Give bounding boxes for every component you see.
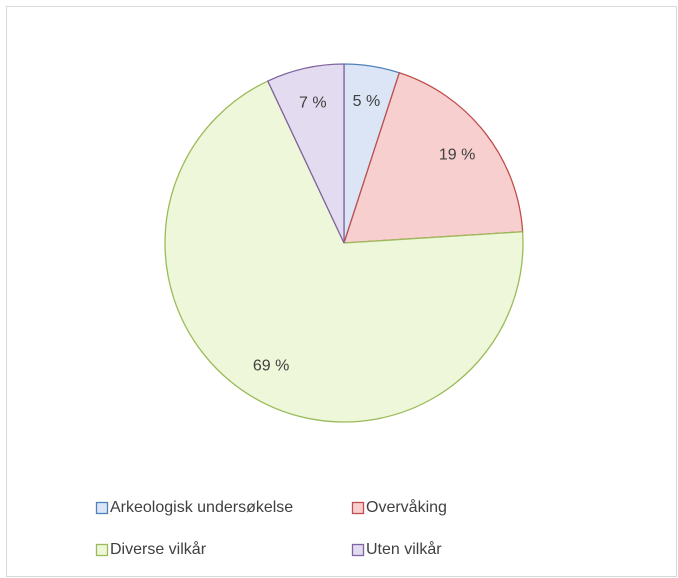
legend-swatch — [95, 543, 109, 557]
pie-slice — [164, 80, 524, 423]
data-label: 69 % — [253, 357, 289, 374]
legend-label: Arkeologisk undersøkelse — [110, 499, 293, 516]
legend-swatch — [351, 501, 365, 515]
pie-slice — [343, 71, 524, 244]
data-label: 5 % — [353, 93, 381, 110]
legend-swatch — [351, 543, 365, 557]
legend-swatch — [95, 501, 109, 515]
pie-slice — [266, 63, 345, 244]
legend-label: Overvåking — [366, 498, 447, 516]
data-label: 7 % — [299, 94, 327, 111]
legend-label: Uten vilkår — [366, 540, 442, 558]
legend-label: Diverse vilkår — [110, 540, 207, 558]
data-label: 19 % — [439, 146, 475, 163]
